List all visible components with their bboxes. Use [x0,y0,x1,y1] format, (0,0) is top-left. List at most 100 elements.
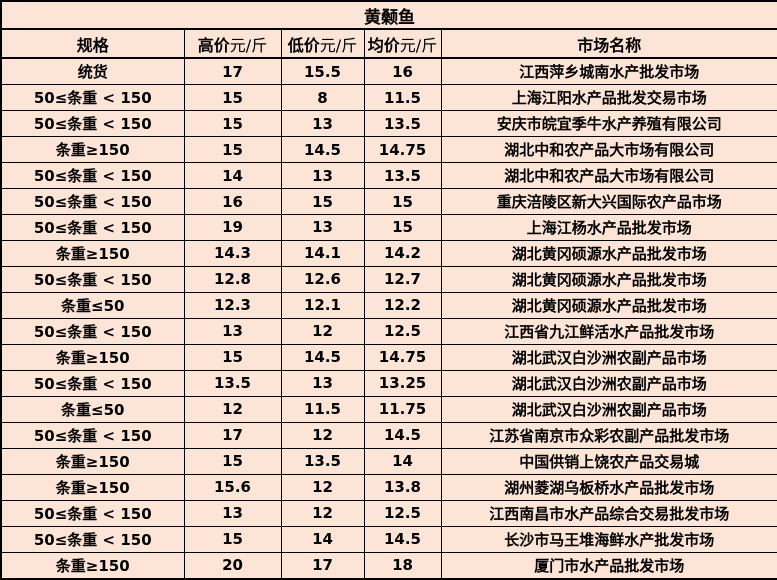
table-row: 统货 17 15.5 16 江西萍乡城南水产批发市场 [0,57,777,86]
avg-price-cell: 14.75 [363,136,442,164]
table-row: 条重≥150 15 14.5 14.75 湖北中和农产品大市场有限公司 [0,136,777,164]
table-row: 50≤条重 < 150 14 13 13.5 湖北中和农产品大市场有限公司 [0,162,777,190]
spec-cell: 50≤条重 < 150 [0,214,185,241]
table-row: 条重≤50 12 11.5 11.75 湖北武汉白沙洲农副产品市场 [0,395,777,423]
table-row: 50≤条重 < 150 16 15 15 重庆涪陵区新大兴国际农产品市场 [0,188,777,215]
col-header-avg-price: 均价元/斤 [363,28,442,59]
low-price-cell: 11.5 [280,395,365,423]
col-header-market-name: 市场名称 [440,28,777,59]
table-row: 条重≤50 12.3 12.1 12.2 湖北黄冈硕源水产品批发市场 [0,291,777,319]
spec-cell: 50≤条重 < 150 [0,162,185,190]
spec-cell: 条重≥150 [0,551,185,580]
avg-price-cell: 14.75 [363,343,442,371]
low-price-cell: 12.6 [280,265,365,293]
high-price-cell: 19 [183,214,282,241]
market-name-cell: 安庆市皖宜季牛水产养殖有限公司 [440,110,777,138]
low-price-cell: 14 [280,525,365,553]
low-price-cell: 12.1 [280,291,365,319]
high-price-cell: 13.5 [183,369,282,397]
spec-cell: 条重≥150 [0,473,185,501]
table-title: 黄颡鱼 [0,0,777,30]
high-price-cell: 16 [183,188,282,215]
high-price-cell: 20 [183,551,282,580]
table-row: 50≤条重 < 150 15 8 11.5 上海江阳水产品批发交易市场 [0,84,777,112]
market-name-cell: 湖北黄冈硕源水产品批发市场 [440,265,777,293]
spec-cell: 条重≥150 [0,447,185,475]
low-price-cell: 13 [280,214,365,241]
spec-cell: 条重≥150 [0,136,185,164]
spec-cell: 50≤条重 < 150 [0,421,185,449]
avg-price-cell: 12.5 [363,317,442,345]
avg-price-cell: 14.5 [363,421,442,449]
high-price-cell: 15.6 [183,473,282,501]
col-header-avg-price-label: 均价 [367,35,400,55]
high-price-cell: 15 [183,525,282,553]
high-price-cell: 13 [183,499,282,527]
market-name-cell: 湖北中和农产品大市场有限公司 [440,136,777,164]
table-header-row: 规格 高价元/斤 低价元/斤 均价元/斤 市场名称 [0,28,777,59]
market-name-cell: 湖北中和农产品大市场有限公司 [440,162,777,190]
high-price-cell: 13 [183,317,282,345]
table-title-row: 黄颡鱼 [0,0,777,30]
market-name-cell: 中国供销上饶农产品交易城 [440,447,777,475]
spec-cell: 50≤条重 < 150 [0,84,185,112]
market-name-cell: 湖北武汉白沙洲农副产品市场 [440,343,777,371]
market-name-cell: 江苏省南京市众彩农副产品批发市场 [440,421,777,449]
low-price-cell: 13 [280,110,365,138]
table-row: 50≤条重 < 150 15 13 13.5 安庆市皖宜季牛水产养殖有限公司 [0,110,777,138]
spec-cell: 统货 [0,57,185,86]
table-row: 50≤条重 < 150 13 12 12.5 江西南昌市水产品综合交易批发市场 [0,499,777,527]
avg-price-cell: 13.5 [363,162,442,190]
col-header-avg-price-unit: 元/斤 [399,35,438,55]
avg-price-cell: 13.8 [363,473,442,501]
high-price-cell: 12 [183,395,282,423]
low-price-cell: 15.5 [280,57,365,86]
col-header-low-price-unit: 元/斤 [319,35,358,55]
spec-cell: 50≤条重 < 150 [0,317,185,345]
market-name-cell: 江西南昌市水产品综合交易批发市场 [440,499,777,527]
low-price-cell: 13 [280,369,365,397]
market-name-cell: 江西省九江鲜活水产品批发市场 [440,317,777,345]
col-header-market-name-label: 市场名称 [577,35,642,55]
table-row: 50≤条重 < 150 17 12 14.5 江苏省南京市众彩农副产品批发市场 [0,421,777,449]
spec-cell: 50≤条重 < 150 [0,188,185,215]
avg-price-cell: 13.25 [363,369,442,397]
table-row: 50≤条重 < 150 13 12 12.5 江西省九江鲜活水产品批发市场 [0,317,777,345]
table-row: 条重≥150 15 14.5 14.75 湖北武汉白沙洲农副产品市场 [0,343,777,371]
market-name-cell: 厦门市水产品批发市场 [440,551,777,580]
col-header-high-price-label: 高价 [197,35,230,55]
table-row: 50≤条重 < 150 13.5 13 13.25 湖北武汉白沙洲农副产品市场 [0,369,777,397]
market-name-cell: 湖北黄冈硕源水产品批发市场 [440,239,777,267]
col-header-spec-label: 规格 [76,35,109,55]
high-price-cell: 14.3 [183,239,282,267]
table-row: 50≤条重 < 150 15 14 14.5 长沙市马王堆海鲜水产批发市场 [0,525,777,553]
avg-price-cell: 13.5 [363,110,442,138]
low-price-cell: 17 [280,551,365,580]
market-name-cell: 江西萍乡城南水产批发市场 [440,57,777,86]
low-price-cell: 13.5 [280,447,365,475]
high-price-cell: 15 [183,110,282,138]
market-name-cell: 上海江杨水产品批发市场 [440,214,777,241]
low-price-cell: 15 [280,188,365,215]
market-name-cell: 上海江阳水产品批发交易市场 [440,84,777,112]
spec-cell: 条重≤50 [0,395,185,423]
avg-price-cell: 12.2 [363,291,442,319]
high-price-cell: 12.3 [183,291,282,319]
avg-price-cell: 12.5 [363,499,442,527]
market-name-cell: 湖州菱湖乌板桥水产品批发市场 [440,473,777,501]
high-price-cell: 17 [183,421,282,449]
col-header-spec: 规格 [0,28,185,59]
low-price-cell: 12 [280,317,365,345]
col-header-low-price-label: 低价 [287,35,320,55]
high-price-cell: 12.8 [183,265,282,293]
avg-price-cell: 12.7 [363,265,442,293]
high-price-cell: 14 [183,162,282,190]
low-price-cell: 14.1 [280,239,365,267]
avg-price-cell: 15 [363,188,442,215]
avg-price-cell: 15 [363,214,442,241]
spec-cell: 50≤条重 < 150 [0,110,185,138]
market-name-cell: 长沙市马王堆海鲜水产批发市场 [440,525,777,553]
avg-price-cell: 14.2 [363,239,442,267]
table-row: 条重≥150 20 17 18 厦门市水产品批发市场 [0,551,777,580]
